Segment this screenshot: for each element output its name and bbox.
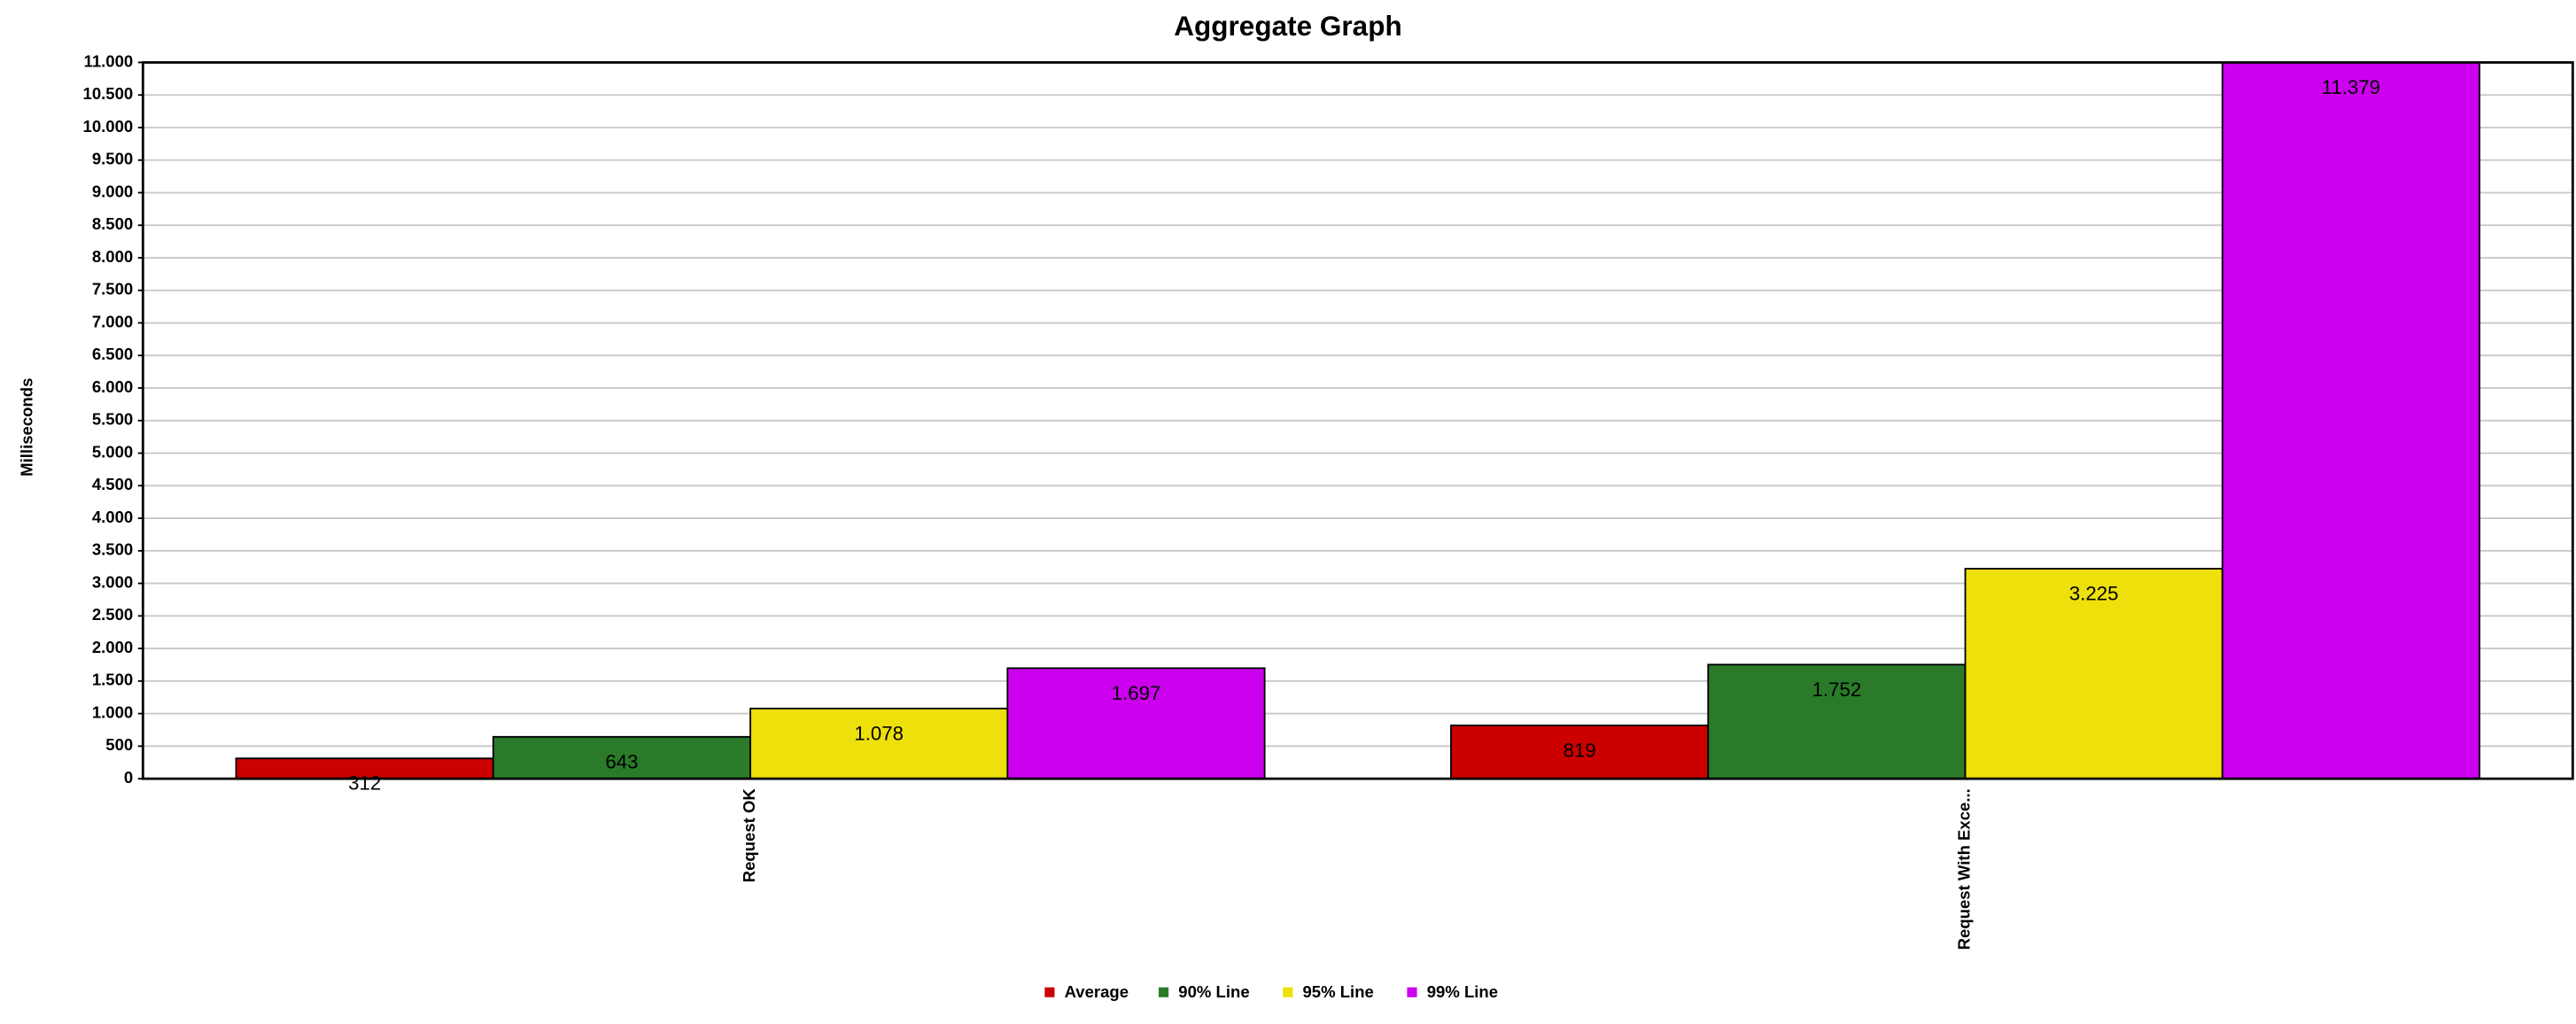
chart-title: Aggregate Graph [1174, 10, 1401, 42]
x-tick-label: Request OK [740, 788, 758, 883]
data-label: 1.078 [854, 722, 904, 744]
y-tick-label: 10.000 [83, 117, 134, 136]
y-tick-label: 5.500 [92, 410, 133, 429]
y-tick-label: 4.000 [92, 508, 133, 526]
y-tick-label: 0 [124, 768, 133, 787]
x-tick-label: Request With Exce... [1954, 788, 1973, 950]
legend-swatch [1159, 987, 1169, 997]
y-tick-label: 10.500 [83, 84, 134, 103]
bar [492, 735, 752, 780]
labels: 0 500 1.000 1.500 2.000 2.500 3.000 3.500 4.000 4… [83, 51, 2381, 1001]
y-tick-label: 9.000 [92, 182, 133, 200]
y-tick-label: 7.000 [92, 312, 133, 330]
y-tick-label: 3.000 [92, 572, 133, 591]
y-tick-label: 7.500 [92, 280, 133, 299]
y-tick-label: 2.500 [92, 605, 133, 624]
data-label: 1.697 [1112, 682, 1161, 704]
y-tick-label: 6.500 [92, 345, 133, 363]
bar [1450, 724, 1710, 780]
y-tick-label: 8.500 [92, 214, 133, 233]
y-tick-label: 9.500 [92, 150, 133, 168]
data-label: 1.752 [1812, 679, 1862, 701]
bar [1964, 568, 2223, 780]
plot-frame [141, 61, 2574, 780]
legend-swatch [1283, 987, 1293, 997]
y-tick-label: 2.000 [92, 638, 133, 656]
bar [1707, 663, 1967, 780]
legend-swatch [1407, 987, 1417, 997]
legend-label: Average [1065, 982, 1129, 1001]
y-tick-label: 500 [105, 735, 133, 754]
y-tick-label: 1.500 [92, 671, 133, 689]
y-tick-label: 5.000 [92, 442, 133, 461]
legend-label: 95% Line [1303, 982, 1374, 1001]
y-tick-label: 1.000 [92, 702, 133, 721]
bars [235, 62, 2481, 780]
y-tick-label: 6.000 [92, 377, 133, 396]
legend-label: 99% Line [1427, 982, 1498, 1001]
legend-swatch [1044, 987, 1055, 997]
y-tick-label: 3.500 [92, 540, 133, 559]
data-label: 3.225 [2069, 583, 2119, 605]
bar [749, 707, 1009, 780]
bar [1006, 667, 1266, 780]
data-label: 11.379 [2322, 76, 2380, 98]
y-tick-label: 8.000 [92, 247, 133, 266]
y-tick-label: 11.000 [84, 51, 134, 70]
legend-label: 90% Line [1178, 982, 1249, 1001]
data-label: 819 [1563, 739, 1596, 761]
y-axis-label: Milliseconds [17, 378, 35, 477]
data-label: 312 [348, 772, 381, 795]
y-tick-label: 4.500 [92, 475, 133, 493]
data-label: 643 [605, 750, 638, 772]
bar [2221, 62, 2481, 780]
